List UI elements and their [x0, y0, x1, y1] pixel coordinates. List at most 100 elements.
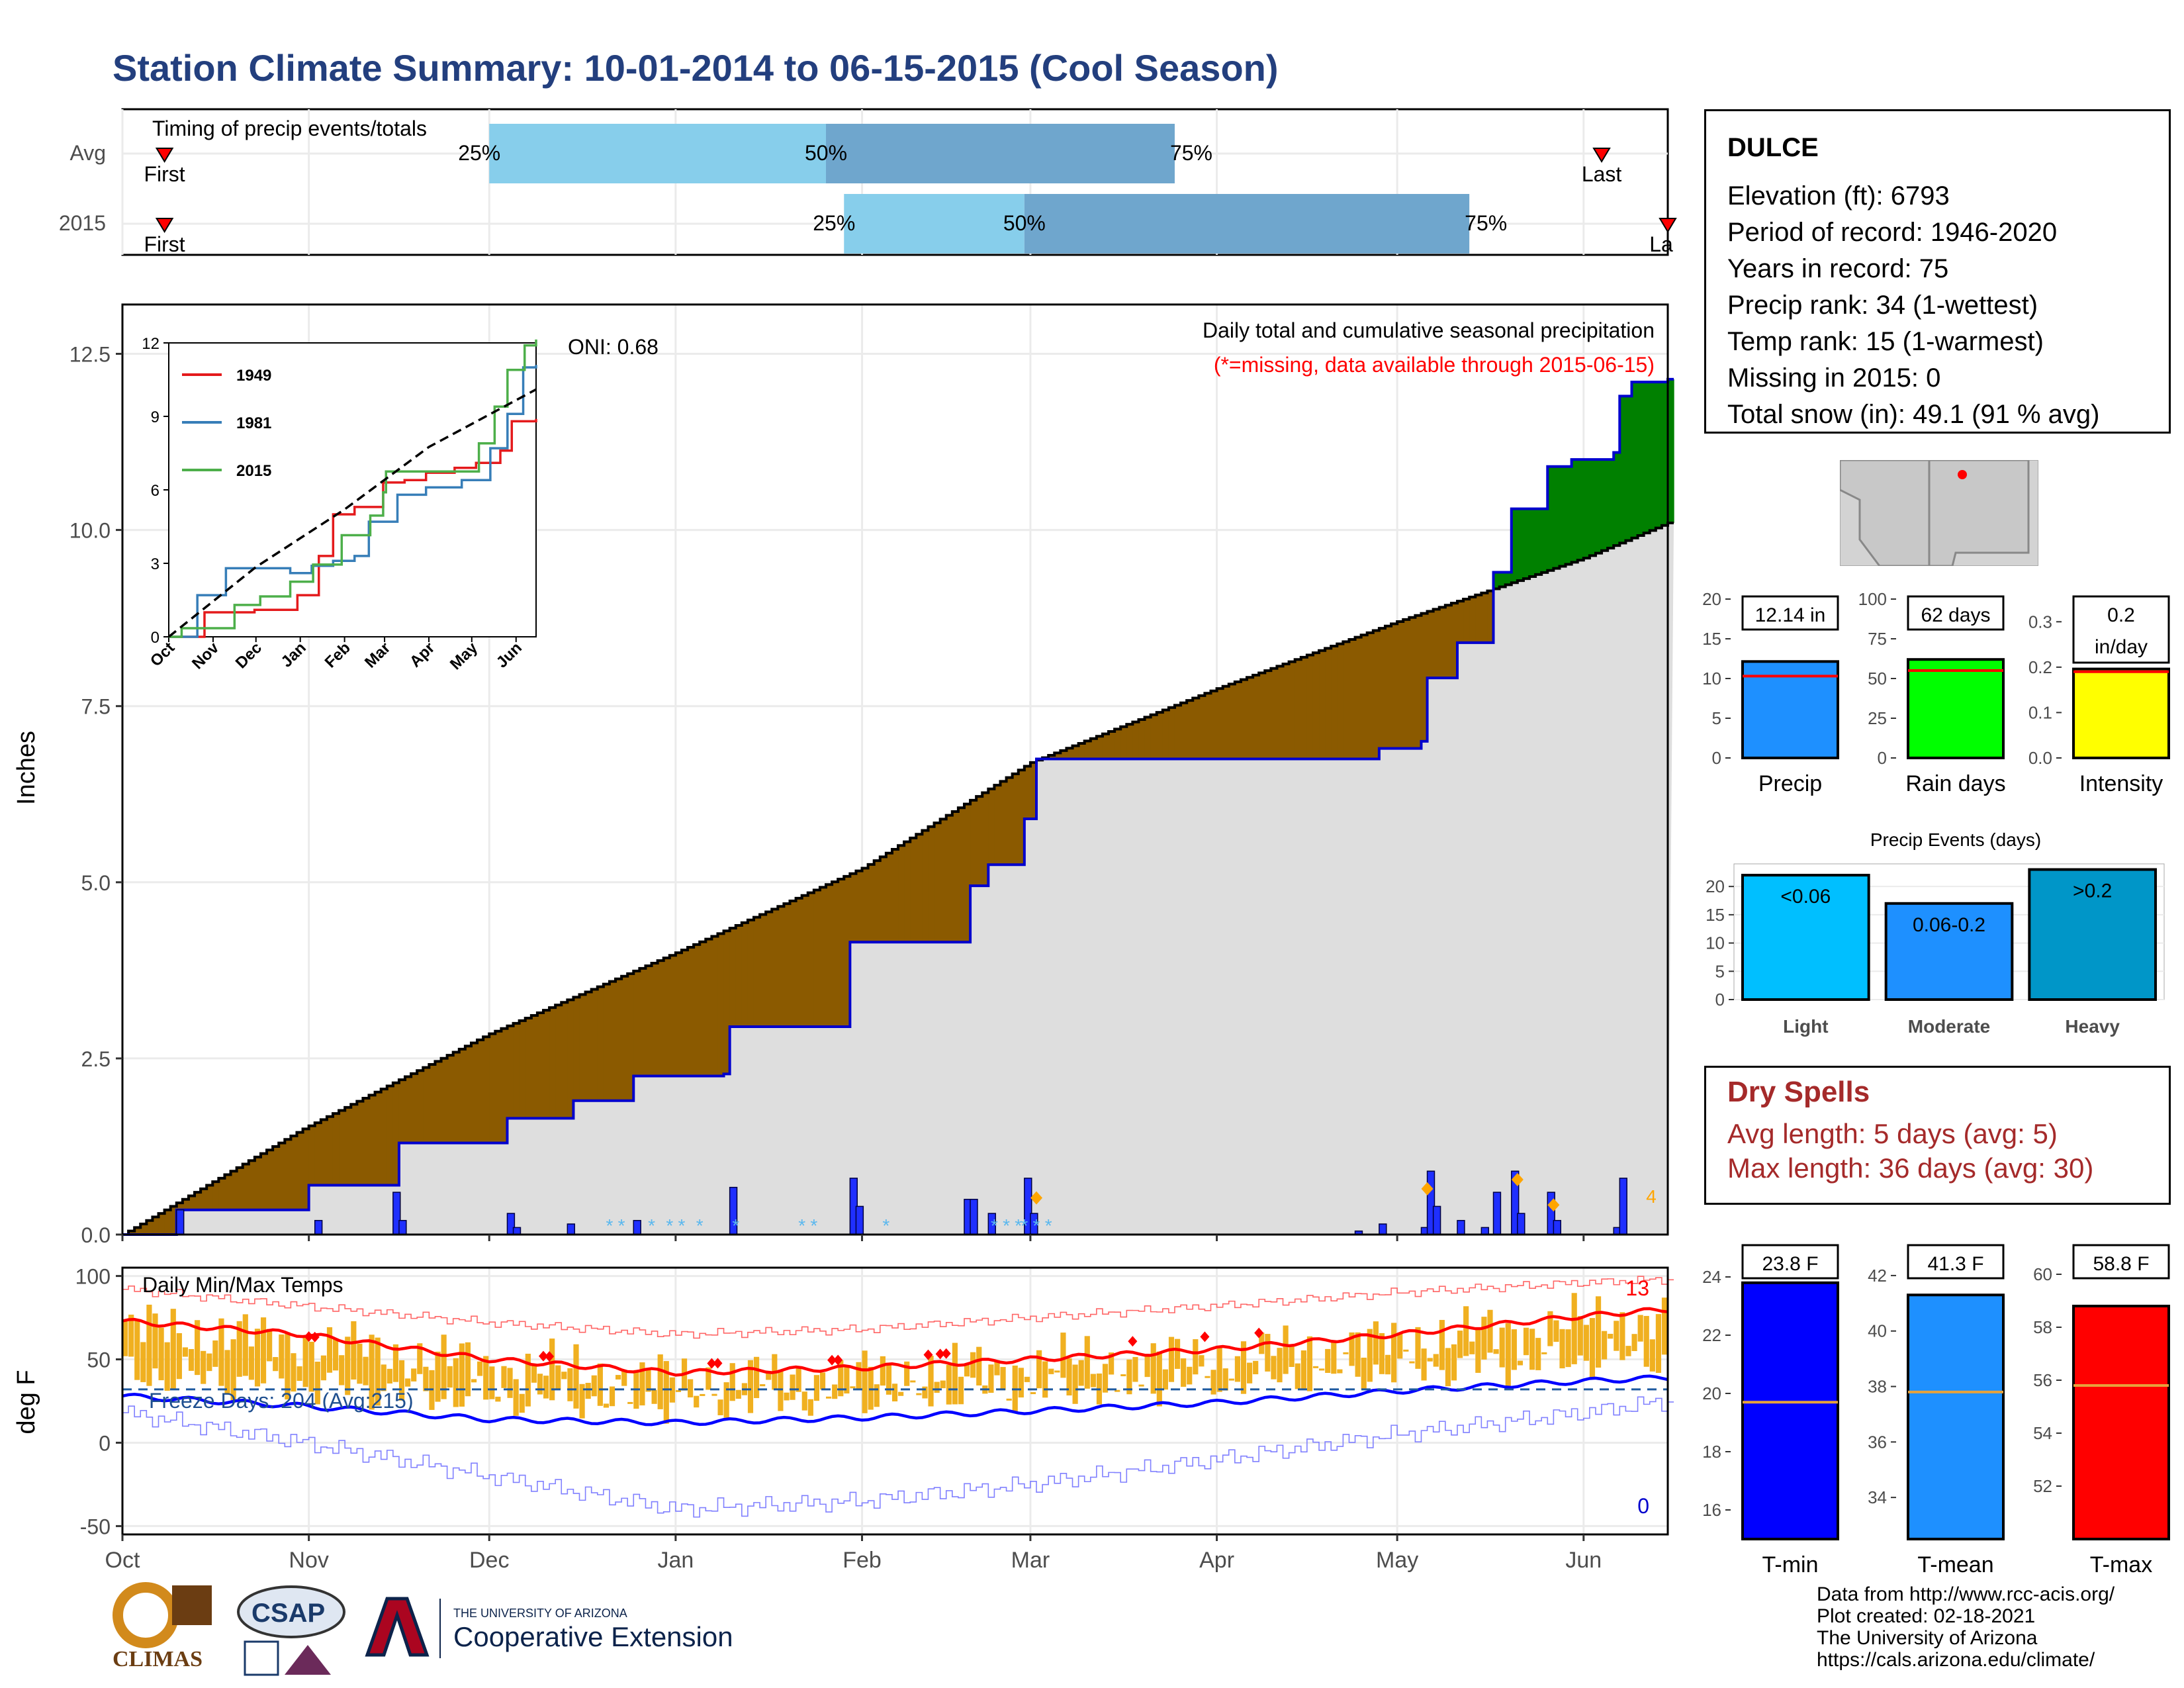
- ua-logo-big-text: Cooperative Extension: [453, 1621, 733, 1652]
- daily-temp-bar: [531, 1365, 537, 1383]
- record-daily-count: 4: [1646, 1186, 1657, 1207]
- surplus-band: [1655, 382, 1662, 528]
- daily-temp-bar: [242, 1314, 248, 1376]
- daily-temp-bar: [1247, 1362, 1253, 1383]
- daily-temp-bar: [1006, 1398, 1012, 1401]
- deficit-band: [537, 1013, 544, 1119]
- daily-temp-bar: [621, 1371, 627, 1386]
- timing-row-Avg: Avg: [69, 141, 106, 165]
- deficit-band: [1210, 690, 1218, 759]
- deficit-band: [152, 1217, 159, 1235]
- deficit-band: [483, 1037, 490, 1143]
- daily-temp-bar: [700, 1393, 705, 1396]
- deficit-band: [1162, 710, 1169, 759]
- daily-precip-bar: [1480, 1227, 1489, 1235]
- deficit-band: [1193, 698, 1199, 759]
- deficit-band: [603, 984, 610, 1101]
- inset-xtick: Feb: [322, 639, 354, 671]
- deficit-band: [1409, 617, 1416, 749]
- daily-temp-bar: [916, 1393, 922, 1395]
- deficit-band: [609, 981, 616, 1101]
- temp-min-ytick: 16: [1702, 1500, 1721, 1520]
- daily-temp-bar: [1265, 1334, 1271, 1372]
- temp-min-ytick: 18: [1702, 1442, 1721, 1462]
- deficit-band: [663, 958, 670, 1076]
- daily-temp-bar: [567, 1368, 573, 1401]
- deficit-band: [1373, 630, 1380, 759]
- deficit-band: [1403, 619, 1410, 749]
- deficit-band: [1361, 635, 1368, 759]
- daily-precip-bar: [729, 1186, 738, 1235]
- deficit-band: [753, 917, 760, 1027]
- inset-xtick: Apr: [406, 639, 438, 671]
- deficit-band: [1457, 601, 1464, 643]
- daily-temp-bar: [1602, 1331, 1608, 1360]
- daily-temp-bar: [561, 1372, 567, 1380]
- daily-temp-bar: [753, 1356, 760, 1399]
- avg-max-temp-line: [122, 1307, 1668, 1377]
- daily-temp-bar: [1415, 1327, 1421, 1369]
- precip-events-category: Heavy: [2065, 1016, 2120, 1037]
- temperature-frame: [121, 1266, 1669, 1536]
- deficit-band: [940, 819, 947, 943]
- daily-temp-bar: [1439, 1319, 1445, 1370]
- daily-temp-bar: [1355, 1332, 1361, 1377]
- daily-temp-bar: [1271, 1356, 1277, 1380]
- dry-spells-max: Max length: 36 days (avg: 30): [1727, 1152, 2094, 1184]
- deficit-band: [1018, 770, 1025, 865]
- deficit-band: [1109, 731, 1115, 759]
- daily-temp-bar: [1109, 1352, 1115, 1375]
- cumulative-ytick: 2.5: [81, 1047, 111, 1071]
- oni-annotation: ONI: 0.68: [568, 335, 659, 359]
- deficit-band: [1060, 750, 1068, 759]
- daily-temp-bar: [1463, 1306, 1469, 1356]
- temperature-xtick: Mar: [1011, 1548, 1050, 1573]
- temperature-ytick: 50: [87, 1348, 111, 1372]
- precip-events-frame: [1733, 863, 2165, 1000]
- daily-temp-bar: [549, 1338, 555, 1401]
- deficit-band: [1439, 607, 1446, 679]
- deficit-band: [928, 826, 935, 943]
- daily-temp-bar: [314, 1362, 320, 1405]
- daily-temp-bar: [387, 1368, 392, 1383]
- precip-mini-chart: 0 5 10 15 20 12.14 in Precip: [1702, 589, 1850, 796]
- record-daily-marker: [1421, 1182, 1433, 1196]
- deficit-band: [891, 849, 899, 943]
- intensity-value-label: in/day: [2095, 636, 2148, 658]
- record-high-marker: [827, 1354, 837, 1366]
- inset-xtick: Dec: [232, 639, 265, 672]
- daily-temp-bar: [1409, 1361, 1415, 1364]
- station-temp-rank: Temp rank: 15 (1-warmest): [1727, 327, 2044, 356]
- surplus-band: [1571, 459, 1578, 563]
- daily-temp-bar: [1625, 1346, 1631, 1356]
- daily-temp-bar: [291, 1353, 296, 1392]
- daily-temp-bar: [1595, 1296, 1602, 1368]
- deficit-band: [735, 925, 743, 1027]
- intensity-ytick: 0.2: [2028, 657, 2052, 677]
- record-high-marker: [935, 1348, 945, 1360]
- temp-min-ytick: 20: [1702, 1383, 1721, 1403]
- daily-temp-bar: [1619, 1312, 1625, 1360]
- daily-temp-bar: [1608, 1333, 1614, 1339]
- daily-temp-bar: [176, 1333, 182, 1380]
- temperature-xtick: May: [1376, 1548, 1418, 1573]
- precip-events-bar-heavy: [2028, 868, 2157, 1001]
- daily-temp-bar: [267, 1329, 273, 1362]
- temp-min-category: T-min: [1762, 1552, 1819, 1577]
- daily-temp-bar: [555, 1365, 561, 1389]
- timing-bar-q25-q50-Avg: [489, 124, 827, 183]
- daily-temp-bar: [537, 1374, 543, 1395]
- daily-temp-bar: [801, 1391, 807, 1411]
- deficit-band: [766, 912, 772, 1027]
- daily-temp-bar: [1012, 1365, 1018, 1413]
- missing-marker: *: [1033, 1215, 1040, 1236]
- daily-temp-bar: [1300, 1350, 1306, 1391]
- station-period: Period of record: 1946-2020: [1727, 218, 2058, 247]
- daily-temp-bar: [1312, 1366, 1319, 1368]
- deficit-band: [495, 1031, 502, 1143]
- deficit-band: [128, 1231, 135, 1235]
- daily-temp-bar: [1162, 1369, 1168, 1390]
- deficit-band: [1427, 611, 1434, 679]
- deficit-band: [904, 841, 911, 943]
- daily-temp-bar: [224, 1350, 230, 1393]
